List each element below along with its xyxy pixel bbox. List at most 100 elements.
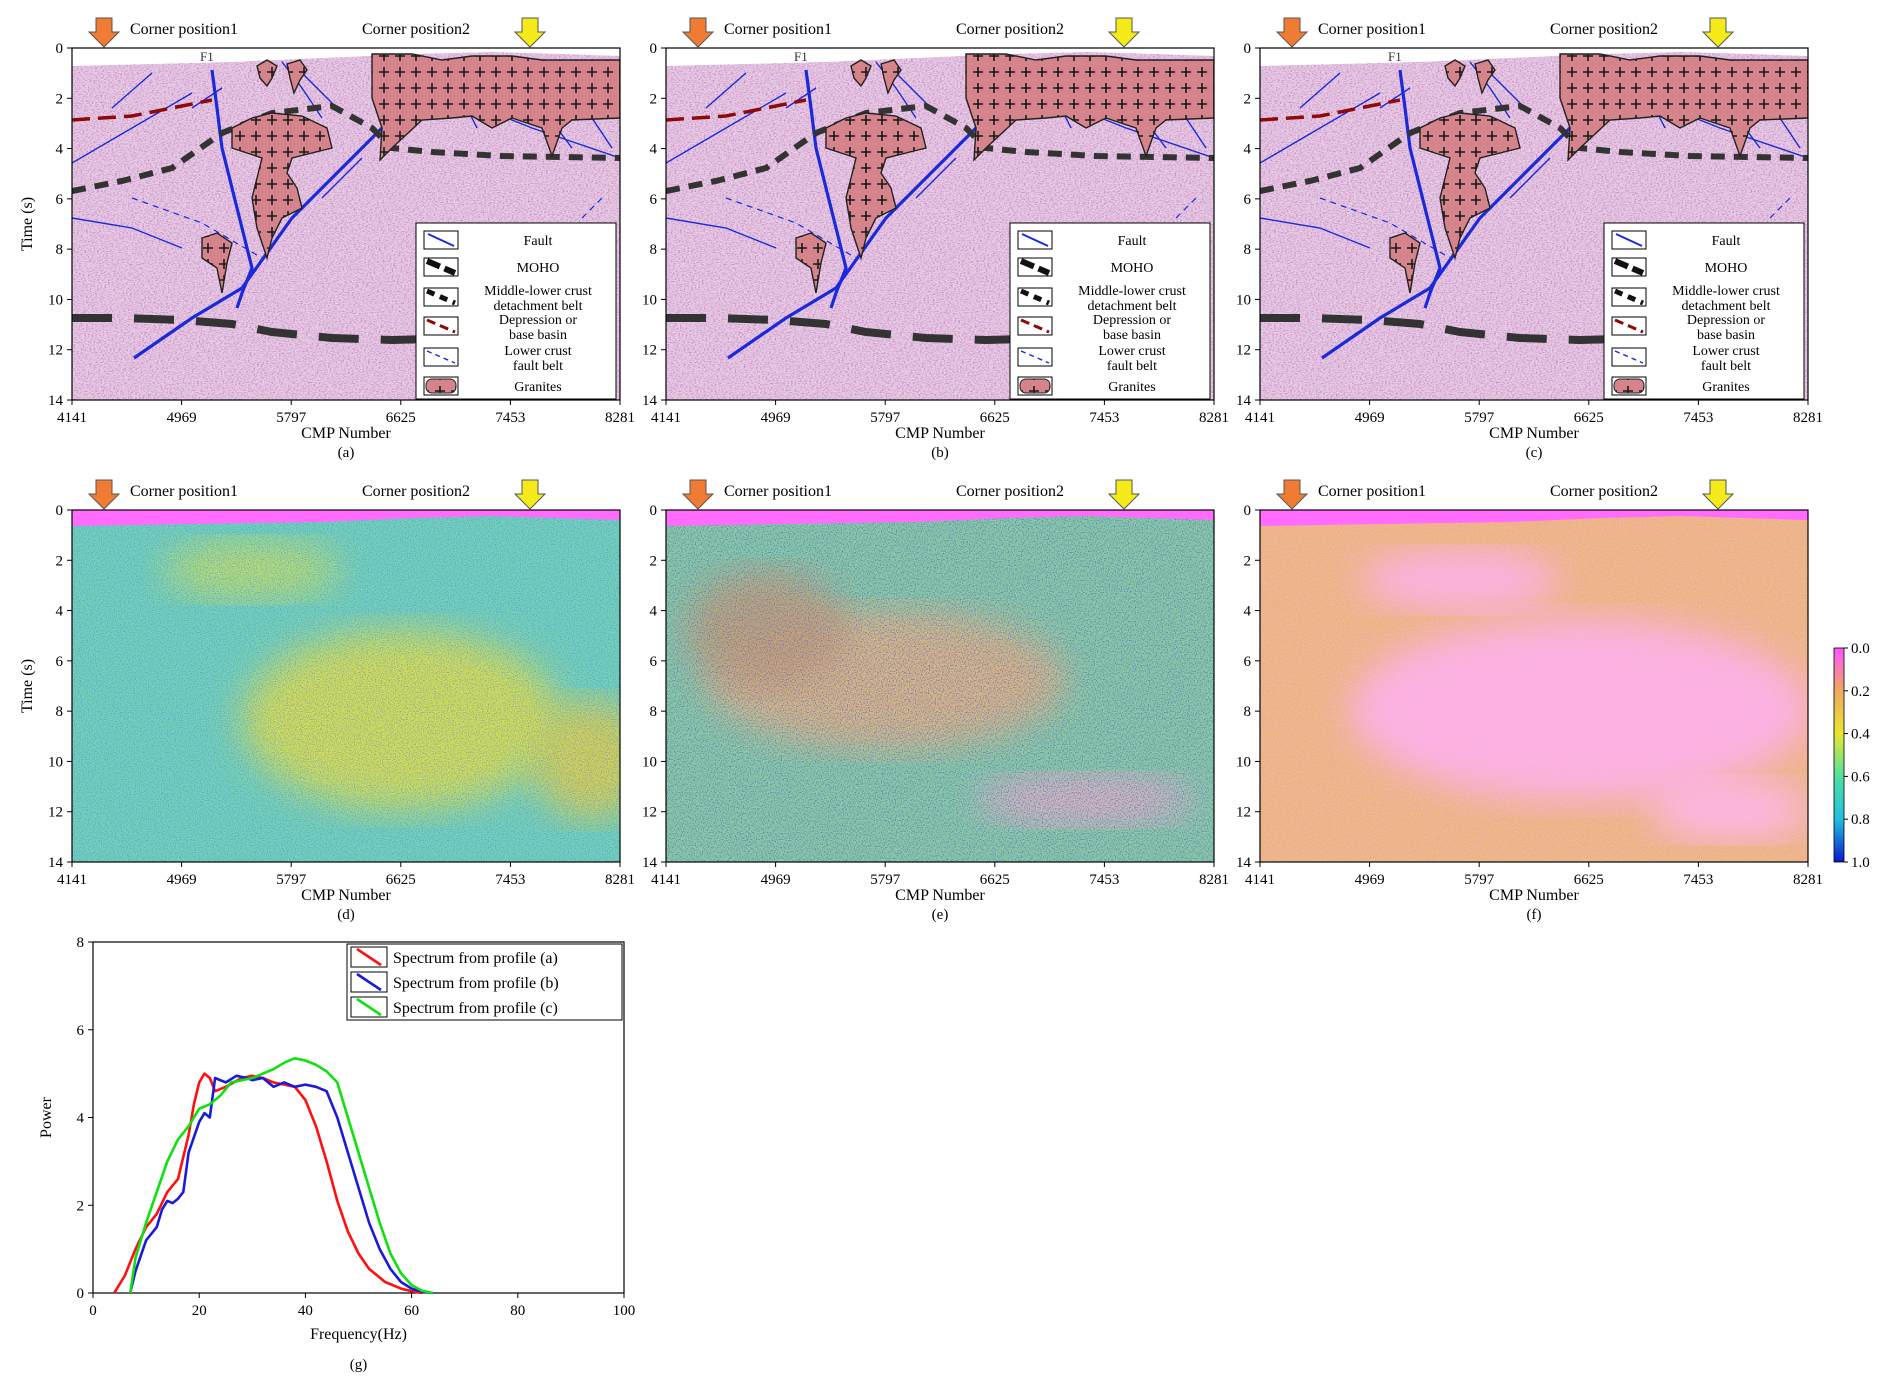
y-tick-label: 0 <box>1244 503 1252 519</box>
legend-label-lowercrust: Lower crust fault belt <box>504 344 571 374</box>
coherence-noise <box>72 510 620 862</box>
legend-swatch <box>423 347 459 367</box>
legend-label-line: detachment belt <box>1681 299 1770 314</box>
x-tick-label: 5797 <box>276 410 307 426</box>
legend-label-moho: MOHO <box>1705 261 1748 276</box>
legend-label-line: detachment belt <box>493 299 582 314</box>
legend-label-detachment: Middle-lower crust detachment belt <box>484 284 592 314</box>
y-tick-label: 10 <box>642 754 657 770</box>
y-tick-label: 2 <box>650 91 658 107</box>
y-tick-label: 8 <box>56 242 64 258</box>
corner-position-2-label: Corner position2 <box>1550 21 1658 38</box>
moho-dash-icon <box>1613 258 1645 276</box>
chart-legend: Spectrum from profile (a) Spectrum from p… <box>346 943 623 1021</box>
corner-position-1-label: Corner position1 <box>130 483 238 500</box>
legend-label-line: fault belt <box>1701 359 1751 374</box>
corner-arrow-1-icon <box>681 17 715 48</box>
panel-caption-b: (b) <box>931 445 949 461</box>
colorbar-tick-label: 0.2 <box>1851 684 1870 700</box>
legend-label-line: Middle-lower crust <box>484 284 592 299</box>
legend-label-line: Middle-lower crust <box>1078 284 1186 299</box>
panel-caption-f: (f) <box>1527 907 1542 923</box>
colorbar-tick-label: 1.0 <box>1851 855 1870 871</box>
x-tick-label: 8281 <box>605 410 635 426</box>
plot-frame <box>71 47 621 401</box>
legend-label-line: Granites <box>514 380 561 395</box>
x-axis-label: CMP Number <box>301 425 391 442</box>
x-tick-label: 6625 <box>386 872 416 888</box>
coherence-image <box>72 510 620 862</box>
y-tick-label: 4 <box>77 1111 85 1127</box>
y-tick-label: 6 <box>56 192 64 208</box>
legend-swatch <box>1611 347 1647 367</box>
plot-frame <box>665 47 1215 401</box>
legend-label-line: MOHO <box>517 261 560 276</box>
corner-position-2-label: Corner position2 <box>1550 483 1658 500</box>
y-tick-label: 6 <box>650 654 658 670</box>
legend-series-label: Spectrum from profile (b) <box>393 975 559 992</box>
corner-arrow-1-icon <box>1275 479 1309 510</box>
legend-label-line: Depression or <box>1093 313 1171 328</box>
x-tick-label: 0 <box>89 1303 97 1319</box>
y-tick-label: 8 <box>1244 242 1252 258</box>
legend-label-granites: Granites <box>514 380 561 395</box>
y-tick-label: 14 <box>1236 855 1252 871</box>
corner-arrow-2-icon <box>513 17 547 48</box>
legend-label-lowercrust: Lower crust fault belt <box>1098 344 1165 374</box>
y-tick-label: 12 <box>642 343 657 359</box>
x-tick-label: 4969 <box>761 872 791 888</box>
y-tick-label: 8 <box>650 242 658 258</box>
x-tick-label: 8281 <box>1793 872 1823 888</box>
y-tick-label: 2 <box>77 1198 85 1214</box>
corner-position-2-label: Corner position2 <box>956 21 1064 38</box>
seismic-panel-c: Fault MOHO Middle-lower crust detachment be… <box>1236 17 1823 461</box>
legend-label-line: Lower crust <box>504 344 571 359</box>
spectrum-chart: 0 20 40 60 80 100 0 2 4 6 8 Frequency(Hz) Power (g) Sp… <box>38 935 635 1373</box>
series-line-2 <box>128 1057 434 1295</box>
legend-swatch <box>1017 347 1053 367</box>
legend-series-icon <box>356 972 382 992</box>
x-tick-label: 6625 <box>386 410 416 426</box>
x-tick-label: 4141 <box>57 410 87 426</box>
colorbar: 0.0 0.2 0.4 0.6 0.8 1.0 <box>1833 641 1870 871</box>
legend-label-line: Middle-lower crust <box>1672 284 1780 299</box>
corner-arrow-1-icon <box>1275 17 1309 48</box>
legend-series-icon <box>356 997 382 1017</box>
coherence-image <box>666 510 1214 862</box>
coherence-noise <box>1260 510 1808 862</box>
x-tick-label: 60 <box>404 1303 419 1319</box>
x-tick-label: 7453 <box>1683 872 1713 888</box>
legend-label-depression: Depression or base basin <box>499 313 577 343</box>
legend-label-lowercrust: Lower crust fault belt <box>1692 344 1759 374</box>
corner-arrow-2-icon <box>1701 17 1735 48</box>
x-tick-label: 4969 <box>1355 872 1385 888</box>
legend-label-line: fault belt <box>1107 359 1157 374</box>
x-axis-label: CMP Number <box>895 887 985 904</box>
x-tick-label: 5797 <box>870 410 901 426</box>
legend-label-line: fault belt <box>513 359 563 374</box>
plot-frame <box>665 509 1215 863</box>
corner-position-1-label: Corner position1 <box>130 21 238 38</box>
y-tick-label: 8 <box>1244 704 1252 720</box>
y-tick-label: 0 <box>77 1286 85 1302</box>
x-axis-label: CMP Number <box>301 887 391 904</box>
coherence-noise <box>666 510 1214 862</box>
legend-label-detachment: Middle-lower crust detachment belt <box>1078 284 1186 314</box>
legend-label-line: MOHO <box>1111 261 1154 276</box>
y-tick-label: 2 <box>1244 91 1252 107</box>
y-tick-label: 10 <box>48 292 63 308</box>
plot-frame <box>71 509 621 863</box>
legend-series-label: Spectrum from profile (c) <box>393 1000 558 1017</box>
fault-line-icon <box>427 233 455 247</box>
x-tick-label: 4141 <box>651 872 681 888</box>
moho-dash-icon <box>1019 258 1051 276</box>
legend-label-line: Depression or <box>499 313 577 328</box>
x-tick-label: 4969 <box>167 872 197 888</box>
x-tick-label: 6625 <box>980 410 1010 426</box>
fault-line-icon <box>1021 233 1049 247</box>
legend-label-line: base basin <box>509 328 567 343</box>
x-tick-label: 4969 <box>1355 410 1385 426</box>
x-tick-label: 7453 <box>1089 410 1119 426</box>
detachment-dash-icon <box>1020 288 1050 306</box>
y-tick-label: 0 <box>56 41 64 57</box>
